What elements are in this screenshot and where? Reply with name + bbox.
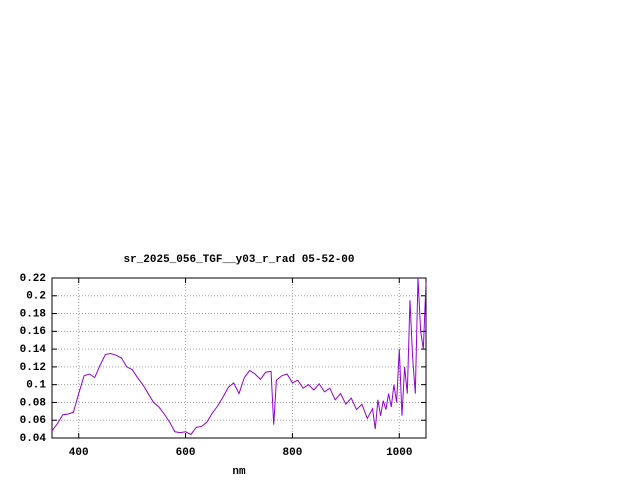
y-tick-label: 0.04: [20, 433, 47, 445]
x-tick-label: 1000: [386, 447, 412, 459]
data-line: [51, 277, 427, 436]
x-tick-label: 400: [69, 447, 89, 459]
y-tick-label: 0.12: [20, 362, 46, 374]
y-tick-label: 0.16: [20, 326, 46, 338]
y-tick-label: 0.1: [26, 380, 46, 392]
y-tick-label: 0.14: [20, 344, 47, 356]
y-tick-label: 0.22: [20, 273, 46, 285]
x-tick-label: 800: [283, 447, 303, 459]
plot-frame: [51, 277, 427, 439]
y-tick-label: 0.2: [26, 291, 46, 303]
y-tick-label: 0.06: [20, 415, 46, 427]
chart-title: sr_2025_056_TGF__y03_r_rad 05-52-00: [123, 254, 354, 266]
x-tick-label: 600: [176, 447, 196, 459]
x-axis-label: nm: [232, 466, 246, 478]
y-tick-label: 0.08: [20, 397, 47, 409]
y-tick-label: 0.18: [20, 308, 47, 320]
